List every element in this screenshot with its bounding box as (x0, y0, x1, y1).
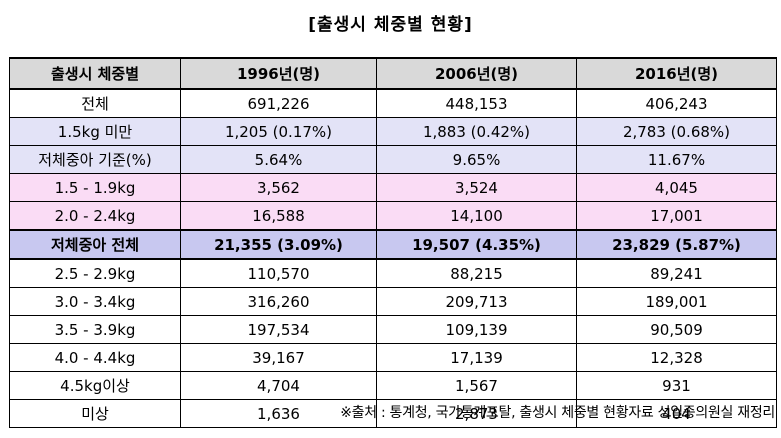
table-header-row: 출생시 체중별 1996년(명) 2006년(명) 2016년(명) (9, 57, 777, 90)
table-row: 미상 1,636 2,873 404 (9, 399, 777, 428)
column-header: 2006년(명) (376, 57, 577, 90)
table-row: 2.0 - 2.4kg 16,588 14,100 17,001 (9, 201, 777, 231)
table-cell: 21,355 (3.09%) (180, 229, 377, 260)
table-cell: 448,153 (376, 88, 577, 118)
table-cell: 23,829 (5.87%) (576, 229, 777, 260)
table-cell: 3,562 (180, 173, 377, 202)
row-label: 1.5kg 미만 (9, 117, 181, 146)
table-row: 1.5 - 1.9kg 3,562 3,524 4,045 (9, 173, 777, 202)
column-header: 2016년(명) (576, 57, 777, 90)
table-cell: 1,567 (376, 371, 577, 400)
table-cell: 197,534 (180, 315, 377, 344)
table-cell: 110,570 (180, 258, 377, 288)
table-cell: 3,524 (376, 173, 577, 202)
table-cell: 209,713 (376, 287, 577, 316)
table-cell: 2,783 (0.68%) (576, 117, 777, 146)
table-cell: 4,704 (180, 371, 377, 400)
table-cell: 88,215 (376, 258, 577, 288)
table-cell: 11.67% (576, 145, 777, 174)
table-cell: 89,241 (576, 258, 777, 288)
table-cell: 316,260 (180, 287, 377, 316)
table-cell: 90,509 (576, 315, 777, 344)
row-label: 저체중아 전체 (9, 229, 181, 260)
table-row: 전체 691,226 448,153 406,243 (9, 88, 777, 118)
row-label: 3.5 - 3.9kg (9, 315, 181, 344)
table-cell: 1,205 (0.17%) (180, 117, 377, 146)
row-label: 미상 (9, 399, 181, 428)
table-cell: 14,100 (376, 201, 577, 231)
row-label: 1.5 - 1.9kg (9, 173, 181, 202)
birth-weight-table: 출생시 체중별 1996년(명) 2006년(명) 2016년(명) 전체 691… (9, 57, 777, 428)
table-cell: 189,001 (576, 287, 777, 316)
table-cell: 9.65% (376, 145, 577, 174)
table-row: 저체중아 기준(%) 5.64% 9.65% 11.67% (9, 145, 777, 174)
table-cell: 931 (576, 371, 777, 400)
row-label: 전체 (9, 88, 181, 118)
table-row: 2.5 - 2.9kg 110,570 88,215 89,241 (9, 258, 777, 288)
table-cell: 4,045 (576, 173, 777, 202)
table-cell: 17,001 (576, 201, 777, 231)
table-row: 1.5kg 미만 1,205 (0.17%) 1,883 (0.42%) 2,783 … (9, 117, 777, 146)
table-cell: 691,226 (180, 88, 377, 118)
column-header: 1996년(명) (180, 57, 377, 90)
table-cell: 5.64% (180, 145, 377, 174)
table-cell: 109,139 (376, 315, 577, 344)
table-cell: 16,588 (180, 201, 377, 231)
table-row: 4.0 - 4.4kg 39,167 17,139 12,328 (9, 343, 777, 372)
table-cell: 1,636 (180, 399, 377, 428)
table-cell: 17,139 (376, 343, 577, 372)
table-cell: 39,167 (180, 343, 377, 372)
table-row: 저체중아 전체 21,355 (3.09%) 19,507 (4.35%) 23,82… (9, 229, 777, 260)
table-cell: 12,328 (576, 343, 777, 372)
row-label: 4.0 - 4.4kg (9, 343, 181, 372)
row-label: 3.0 - 3.4kg (9, 287, 181, 316)
row-label: 2.0 - 2.4kg (9, 201, 181, 231)
table-cell: 404 (576, 399, 777, 428)
row-label: 저체중아 기준(%) (9, 145, 181, 174)
table-cell: 19,507 (4.35%) (376, 229, 577, 260)
table-body: 전체 691,226 448,153 406,243 1.5kg 미만 1,205 (0.… (9, 88, 777, 428)
table-row: 3.0 - 3.4kg 316,260 209,713 189,001 (9, 287, 777, 316)
row-label: 4.5kg이상 (9, 371, 181, 400)
table-cell: 1,883 (0.42%) (376, 117, 577, 146)
source-note: ※출처 : 통계청, 국가통계포탈, 출생시 체중별 현황자료 성일종의원실 재… (340, 405, 775, 421)
page-title: [출생시 체중별 현황] (308, 15, 473, 35)
table-row: 3.5 - 3.9kg 197,534 109,139 90,509 (9, 315, 777, 344)
table-cell: 406,243 (576, 88, 777, 118)
column-header: 출생시 체중별 (9, 57, 181, 90)
row-label: 2.5 - 2.9kg (9, 258, 181, 288)
table-row: 4.5kg이상 4,704 1,567 931 (9, 371, 777, 400)
